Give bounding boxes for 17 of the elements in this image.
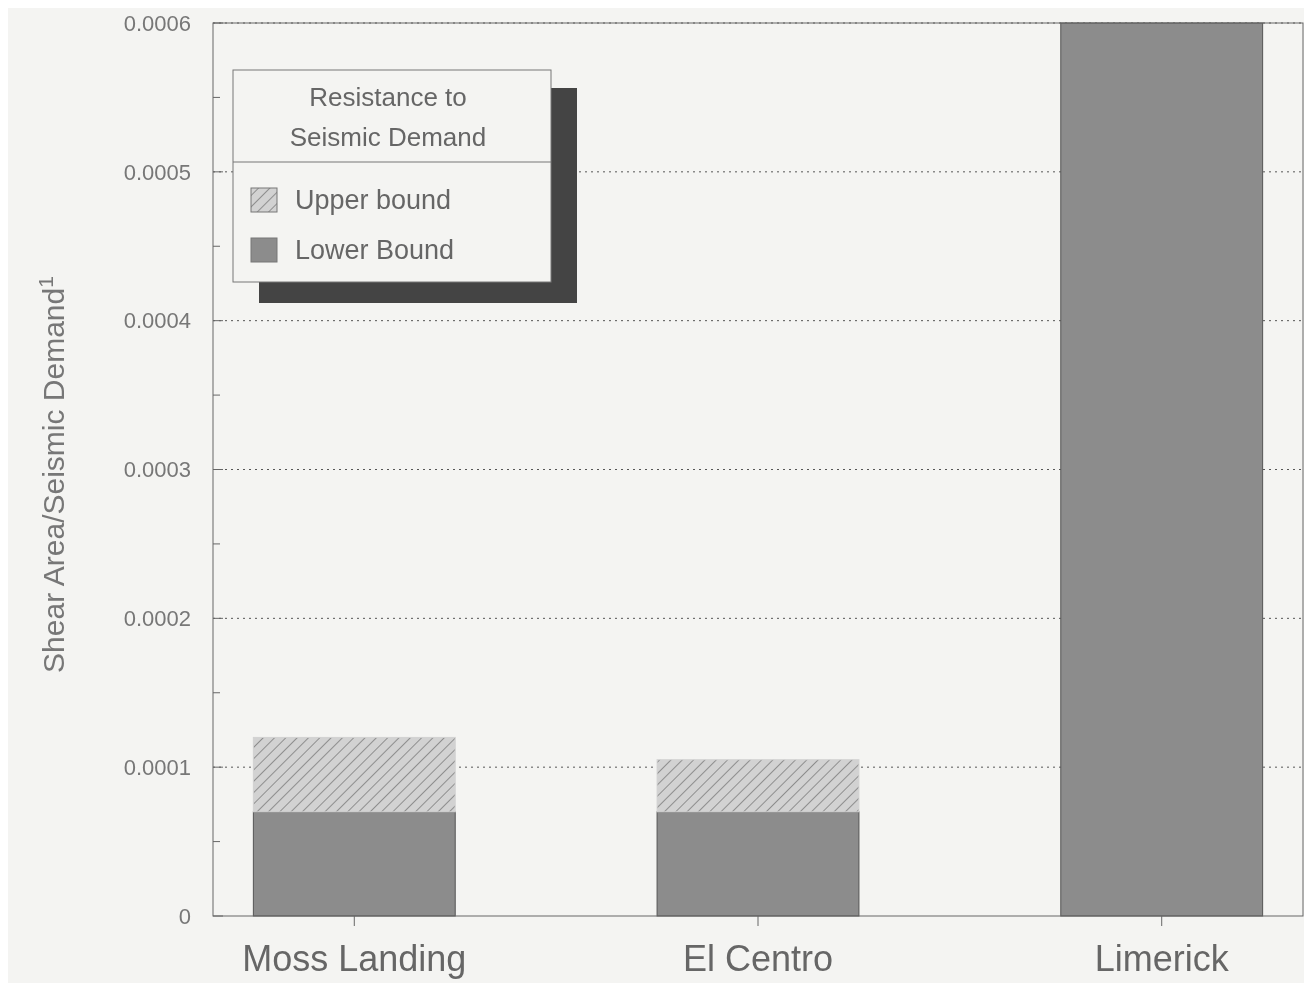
bar [252, 736, 456, 813]
legend-label: Upper bound [295, 185, 452, 216]
y-tick-label: 0.0003 [123, 457, 191, 483]
x-tick-label: El Centro [682, 938, 834, 979]
y-tick-label: 0.0004 [123, 308, 191, 334]
bar [252, 811, 456, 917]
bar [656, 811, 860, 917]
y-tick-label: 0.0001 [123, 754, 191, 780]
y-tick-label: 0.0006 [123, 10, 191, 36]
legend-title: Resistance to Seismic Demand [289, 82, 487, 152]
x-tick-label: Moss Landing [242, 938, 467, 979]
bar [656, 759, 860, 813]
x-tick-label: Limerick [1094, 938, 1230, 979]
y-tick-label: 0.0005 [123, 159, 191, 185]
legend-label: Lower Bound [295, 235, 455, 266]
y-tick-label: 0 [178, 903, 191, 929]
y-tick-label: 0.0002 [123, 606, 191, 632]
